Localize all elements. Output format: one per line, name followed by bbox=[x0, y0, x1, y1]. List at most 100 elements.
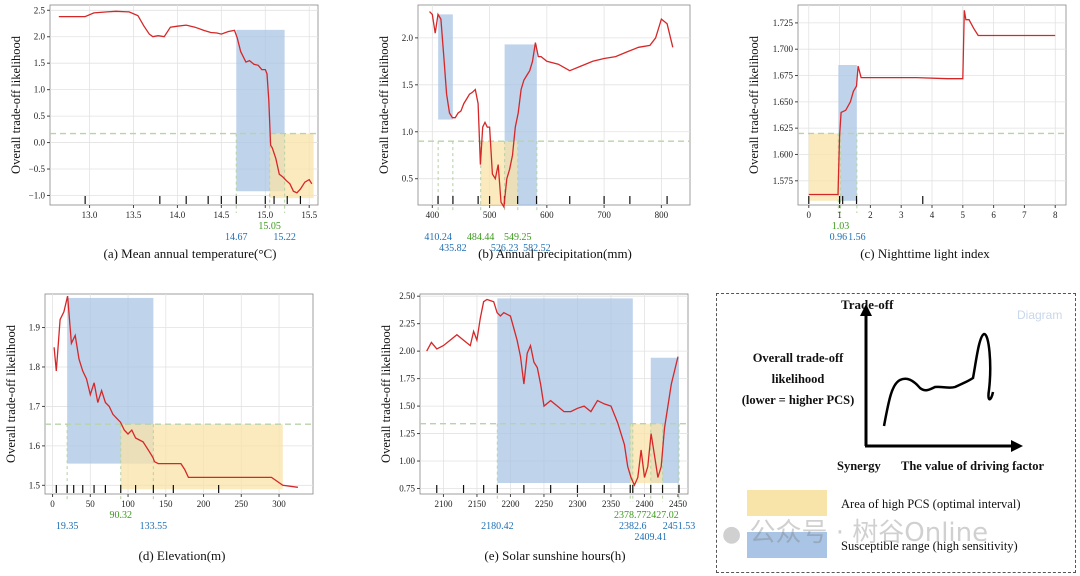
x-tick-label: 2150 bbox=[468, 499, 487, 509]
y-tick-label: 1.5 bbox=[402, 80, 414, 90]
optimal-interval-band bbox=[120, 424, 283, 490]
threshold-value-label: 1.03 bbox=[832, 221, 850, 232]
chart-e: 2100 2150 2200 2250 2300 2350 2400 2450 0.75 1.00… bbox=[379, 291, 695, 563]
chart-caption: (b) Annual precipitation(mm) bbox=[478, 246, 632, 261]
x-tick-label: 14.5 bbox=[213, 210, 229, 220]
x-tick-label: 13.5 bbox=[126, 210, 142, 220]
y-tick-label: 2.0 bbox=[34, 32, 46, 42]
chart-d: 0 50 100 150 200 250 300 1.5 1.6 1.7 1.8 1.9 Overall… bbox=[4, 293, 314, 563]
y-axis-label: Overall trade-off likelihood bbox=[377, 35, 391, 174]
y-tick-label: 0.5 bbox=[402, 174, 414, 184]
threshold-value-label: 19.35 bbox=[56, 521, 79, 532]
y-tick-label: 1.6 bbox=[29, 441, 41, 451]
y-tick-label: 1.600 bbox=[773, 149, 794, 159]
chart-caption: (e) Solar sunshine hours(h) bbox=[484, 548, 625, 563]
diagram-tag: Diagram bbox=[1017, 308, 1063, 322]
x-tick-label: 500 bbox=[483, 210, 497, 220]
diagram-y-arrow bbox=[860, 304, 872, 316]
y-tick-label: 1.7 bbox=[29, 401, 41, 411]
x-tick-label: 200 bbox=[197, 499, 211, 509]
threshold-value-label: 435.82 bbox=[439, 243, 467, 254]
threshold-value-label: 0.96 bbox=[830, 232, 848, 243]
y-axis-label: Overall trade-off likelihood bbox=[4, 324, 18, 463]
pdp-line bbox=[53, 295, 298, 488]
diagram-panel: Diagram Trade-off Overall trade-off like… bbox=[716, 293, 1076, 573]
threshold-value-label: 2378.77 bbox=[614, 510, 647, 521]
x-tick-label: 5 bbox=[961, 210, 966, 220]
x-tick-label: 0 bbox=[50, 499, 55, 509]
y-tick-label: 2.25 bbox=[399, 319, 415, 329]
chart-caption: (a) Mean annual temperature(°C) bbox=[103, 246, 276, 261]
threshold-value-label: 15.05 bbox=[258, 221, 281, 232]
chart-c: 0 1 2 3 4 5 6 7 8 1.575 1.600 1.625 1.650 1.675 1.700 1… bbox=[747, 4, 1067, 261]
y-tick-label: 1.575 bbox=[773, 176, 794, 186]
x-tick-label: 250 bbox=[235, 499, 249, 509]
threshold-value-label: 1.56 bbox=[848, 232, 866, 243]
threshold-value-label: 582.52 bbox=[523, 243, 551, 254]
y-tick-label: 1.675 bbox=[773, 71, 794, 81]
y-axis-label: Overall trade-off likelihood bbox=[379, 324, 393, 463]
y-tick-label: 1.9 bbox=[29, 323, 41, 333]
threshold-value-label: 2180.42 bbox=[481, 521, 514, 532]
y-tick-label: 0.0 bbox=[34, 138, 46, 148]
chart-caption: (c) Nighttime light index bbox=[860, 246, 990, 261]
x-tick-label: 15.5 bbox=[301, 210, 317, 220]
threshold-value-label: 526.23 bbox=[491, 243, 519, 254]
x-tick-label: 8 bbox=[1053, 210, 1058, 220]
y-tick-label: 1.25 bbox=[399, 429, 415, 439]
x-tick-label: 2350 bbox=[602, 499, 621, 509]
threshold-value-label: 2382.6 bbox=[619, 521, 647, 532]
pdp-line bbox=[58, 10, 313, 194]
threshold-value-label: 484.44 bbox=[467, 232, 495, 243]
x-tick-label: 0 bbox=[807, 210, 812, 220]
y-axis-label: Overall trade-off likelihood bbox=[9, 35, 23, 174]
x-tick-label: 700 bbox=[597, 210, 611, 220]
x-tick-label: 300 bbox=[272, 499, 286, 509]
legend-swatch-yellow bbox=[747, 490, 827, 516]
x-tick-label: 15.0 bbox=[257, 210, 273, 220]
wechat-icon: ● bbox=[722, 522, 742, 547]
legend-swatch-blue bbox=[747, 532, 827, 558]
y-tick-label: 1.650 bbox=[773, 97, 794, 107]
y-axis-label: Overall trade-off likelihood bbox=[747, 35, 761, 174]
diagram-y-label-line: (lower = higher PCS) bbox=[741, 393, 855, 407]
y-tick-label: 1.8 bbox=[29, 362, 41, 372]
pdp-line bbox=[808, 10, 1056, 196]
diagram-x-label: The value of driving factor bbox=[901, 459, 1045, 473]
x-tick-label: 2400 bbox=[635, 499, 654, 509]
y-tick-label: −0.5 bbox=[29, 164, 46, 174]
legend-label-yellow: Area of high PCS (optimal interval) bbox=[841, 497, 1021, 511]
chart-a: 13.0 13.5 14.0 14.5 15.0 15.5 −1.0 −0.5 0.0 0.5 1.… bbox=[9, 4, 319, 261]
x-tick-label: 4 bbox=[930, 210, 935, 220]
x-tick-label: 7 bbox=[1022, 210, 1027, 220]
diagram-origin-label: Synergy bbox=[837, 459, 881, 473]
threshold-value-label: 2409.41 bbox=[635, 532, 668, 543]
pdp-line bbox=[426, 298, 679, 487]
y-tick-label: 2.0 bbox=[402, 33, 414, 43]
plot-area bbox=[417, 4, 691, 206]
sensitive-range-band bbox=[838, 65, 857, 201]
y-tick-label: 1.700 bbox=[773, 44, 794, 54]
y-tick-label: −1.0 bbox=[29, 190, 46, 200]
diagram-y-label: Overall trade-off likelihood (lower = hi… bbox=[723, 348, 873, 411]
y-tick-label: 0.5 bbox=[34, 111, 46, 121]
x-tick-label: 2250 bbox=[535, 499, 554, 509]
diagram-y-label-line: likelihood bbox=[771, 372, 825, 386]
x-tick-label: 2100 bbox=[434, 499, 453, 509]
x-tick-label: 150 bbox=[159, 499, 173, 509]
x-tick-label: 50 bbox=[86, 499, 96, 509]
threshold-value-label: 2427.02 bbox=[646, 510, 679, 521]
x-tick-label: 3 bbox=[899, 210, 904, 220]
x-tick-label: 6 bbox=[991, 210, 996, 220]
threshold-value-label: 549.25 bbox=[504, 232, 532, 243]
y-tick-label: 1.5 bbox=[34, 58, 46, 68]
diagram-y-title: Trade-off bbox=[841, 297, 894, 312]
x-tick-label: 2200 bbox=[501, 499, 520, 509]
diagram-axes bbox=[860, 304, 1023, 452]
x-tick-label: 13.0 bbox=[82, 210, 98, 220]
legend-label-blue: Susceptible range (high sensitivity) bbox=[841, 539, 1018, 553]
diagram-x-arrow bbox=[1011, 440, 1023, 452]
y-tick-label: 2.00 bbox=[399, 346, 415, 356]
y-tick-label: 1.75 bbox=[399, 374, 415, 384]
